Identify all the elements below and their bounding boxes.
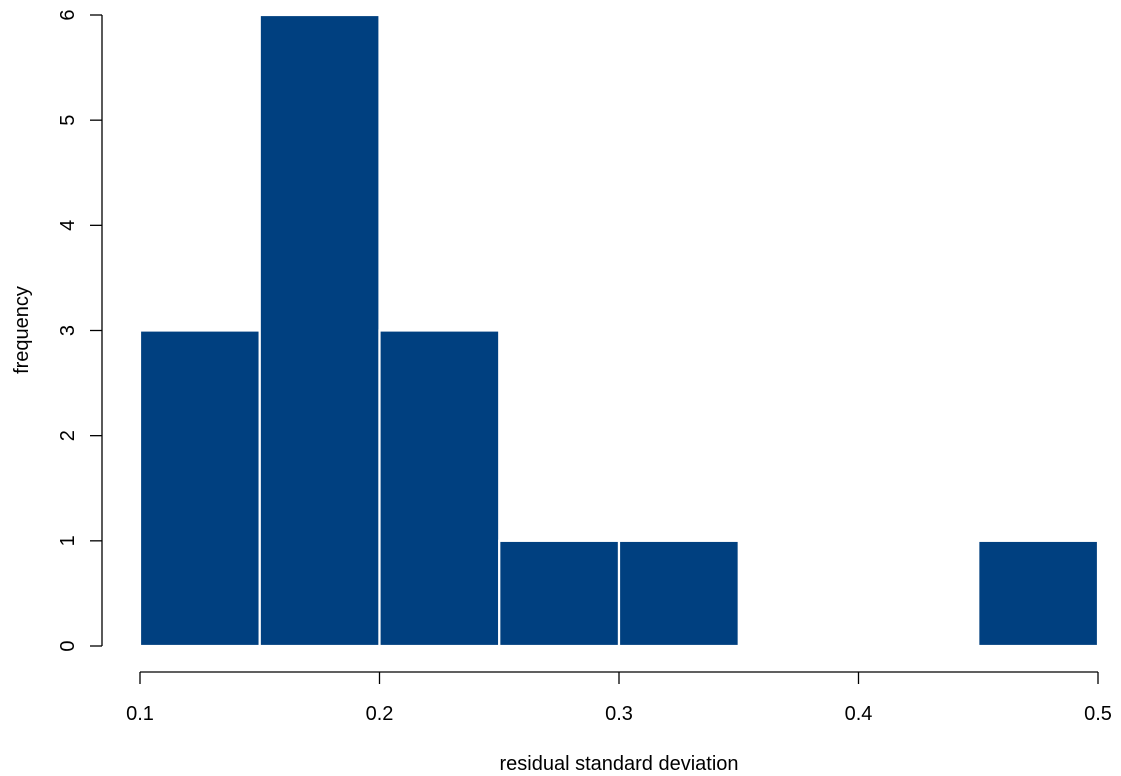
histogram-bar-0 bbox=[138, 329, 261, 648]
y-tick-label-1: 1 bbox=[57, 535, 79, 546]
y-tick-label-3: 3 bbox=[57, 325, 79, 336]
x-axis-title: residual standard deviation bbox=[499, 753, 738, 775]
histogram-bar-3 bbox=[498, 539, 621, 648]
histogram-bar-4 bbox=[617, 539, 740, 648]
x-tick-label-1: 0.2 bbox=[366, 703, 394, 725]
y-axis: 0 1 2 3 4 5 6 bbox=[57, 9, 103, 652]
y-axis-title: frequency bbox=[11, 286, 33, 374]
x-tick-label-4: 0.5 bbox=[1084, 703, 1112, 725]
y-tick-label-4: 4 bbox=[57, 220, 79, 231]
x-tick-label-3: 0.4 bbox=[845, 703, 873, 725]
histogram-bar-2 bbox=[378, 329, 501, 648]
x-tick-label-0: 0.1 bbox=[126, 703, 154, 725]
bars-group bbox=[138, 13, 1100, 648]
x-tick-label-2: 0.3 bbox=[605, 703, 633, 725]
y-tick-label-2: 2 bbox=[57, 430, 79, 441]
histogram-bar-1 bbox=[258, 13, 381, 648]
x-axis: 0.1 0.2 0.3 0.4 0.5 bbox=[126, 671, 1112, 725]
y-tick-label-0: 0 bbox=[57, 640, 79, 651]
y-tick-label-5: 5 bbox=[57, 115, 79, 126]
y-tick-label-6: 6 bbox=[57, 9, 79, 20]
histogram-bar-7 bbox=[977, 539, 1100, 648]
